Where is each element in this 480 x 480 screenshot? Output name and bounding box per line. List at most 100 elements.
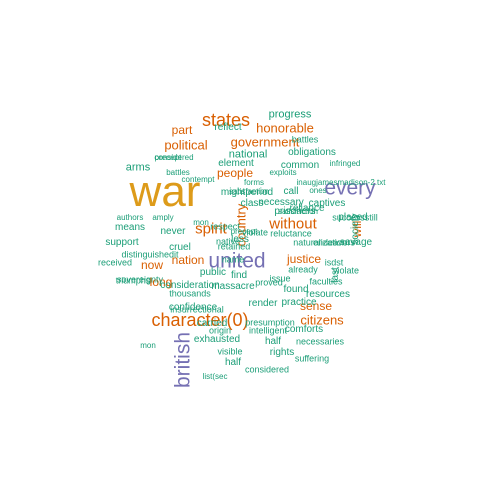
word: class (240, 198, 264, 209)
word: support (105, 237, 139, 248)
word: national (228, 148, 268, 161)
word: list(sec (202, 372, 228, 381)
word: received (97, 257, 133, 268)
word: mightperiod (220, 187, 274, 198)
word: native (215, 236, 241, 247)
word: forms (244, 178, 264, 187)
word: retained (217, 241, 251, 252)
word: found (283, 284, 309, 295)
word: precept (154, 153, 182, 162)
word: element (218, 158, 254, 169)
word: practice (281, 297, 317, 308)
word: obligations (288, 147, 336, 158)
word: citizens (300, 312, 344, 328)
word: satisfaction (228, 187, 270, 196)
word: isdst (324, 257, 344, 268)
word: precept (230, 227, 258, 236)
word: now (140, 258, 164, 272)
word: states (201, 110, 251, 130)
word: contempt (181, 175, 215, 184)
word: amply (152, 213, 174, 222)
word: half (224, 357, 242, 368)
word: issue (269, 273, 291, 284)
word: call (283, 186, 299, 197)
word: honorable (256, 120, 314, 136)
word: spirit (195, 220, 227, 238)
word: reluctance (270, 228, 312, 239)
word: part (171, 123, 193, 137)
word: reflect (214, 122, 242, 133)
word: without (269, 215, 317, 233)
word: insurrectional (170, 304, 224, 315)
word: violate (332, 265, 360, 276)
word: find (230, 270, 248, 281)
word: consideration (160, 280, 220, 291)
word: sense (299, 299, 333, 313)
word: less (231, 234, 249, 245)
word: mon (193, 218, 209, 227)
word: necessary (258, 197, 304, 208)
word: political (164, 137, 208, 153)
word: intelligent (248, 325, 288, 336)
word: public (199, 267, 227, 278)
word: presumption (245, 317, 295, 328)
word: savage (339, 237, 373, 248)
word: government (230, 134, 300, 150)
word: character(0) (151, 310, 249, 330)
word: cruel (169, 242, 191, 253)
word: considered (154, 153, 194, 162)
word: render (248, 298, 278, 309)
word: visible (217, 346, 243, 357)
word: inaugjamesmadison-2.txt (296, 178, 386, 187)
word: name (221, 254, 245, 265)
word: placed (338, 212, 368, 223)
word: mon (140, 341, 156, 350)
word: thousands (169, 288, 211, 299)
word: comforts (284, 324, 324, 335)
word: battles (291, 134, 319, 145)
word: respect (210, 221, 240, 232)
word: justice (286, 252, 322, 266)
word: never (160, 226, 186, 237)
word: successstill (332, 212, 378, 223)
word: infringed (329, 159, 361, 168)
word: faculties (309, 276, 343, 287)
word: captives (308, 198, 346, 209)
word: every (324, 176, 376, 200)
word: suffering (294, 353, 330, 364)
word: proved (255, 277, 283, 288)
word: endeavors (312, 237, 356, 248)
word: naturalization (293, 237, 347, 248)
word: exhausted (193, 334, 241, 345)
word: half (264, 336, 282, 347)
word: battles (166, 168, 190, 177)
word: rights (269, 347, 295, 358)
word: common (280, 160, 320, 171)
word: considered (244, 364, 290, 375)
word: nation (171, 253, 205, 267)
word: war (129, 167, 201, 216)
word: means (114, 222, 146, 233)
word: authors (116, 213, 144, 222)
word: exploits (269, 168, 297, 177)
word: massacre (211, 281, 255, 292)
word: violate (241, 227, 269, 238)
word: triumphs (115, 275, 151, 286)
word: resources (306, 289, 350, 300)
word: satisfaction (277, 207, 319, 216)
word: distinguishedit (121, 249, 179, 260)
word: already (288, 264, 318, 275)
word: progress (268, 108, 312, 121)
word: carried (196, 318, 228, 329)
word: origin (208, 325, 232, 336)
word: sovereignty (116, 274, 164, 285)
word: people (216, 166, 254, 180)
word: ones (309, 186, 327, 195)
word: arms (125, 161, 151, 174)
word: necessaries (295, 336, 345, 347)
word: british (171, 331, 195, 389)
word: prisoners (274, 206, 316, 217)
word: confidence (168, 302, 218, 313)
word: long (149, 275, 173, 289)
